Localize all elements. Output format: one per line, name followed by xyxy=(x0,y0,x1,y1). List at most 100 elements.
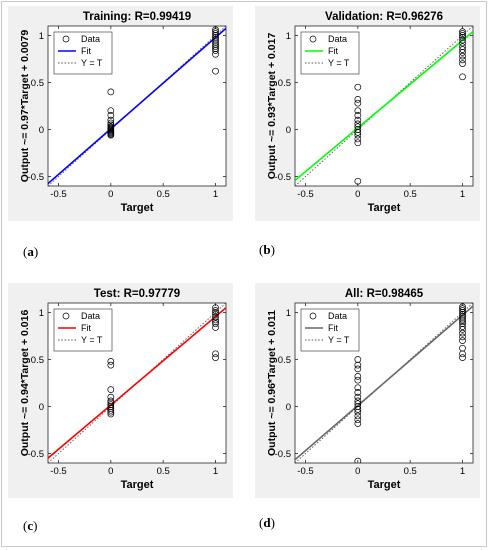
data-point xyxy=(212,39,219,47)
data-point xyxy=(354,126,362,133)
legend-fit-label: Fit xyxy=(81,323,91,333)
x-tick-label: 0 xyxy=(355,466,360,477)
data-point xyxy=(212,309,219,316)
data-point xyxy=(212,32,219,39)
x-tick-label: 1 xyxy=(213,466,218,477)
all-regression-plot: All: R=0.98465 -0.5 0 0.5 1 -0.5 0 0.5 1 Target Ou… xyxy=(255,283,480,498)
data-point xyxy=(354,139,362,147)
data-point xyxy=(212,41,219,49)
legend-fit-label: Fit xyxy=(81,46,91,56)
legend-data-marker xyxy=(309,312,317,320)
data-point xyxy=(107,358,115,365)
data-point xyxy=(354,83,362,91)
data-point xyxy=(212,45,219,52)
y-axis-label: Output ~= 0.94*Target + 0.016 xyxy=(19,310,31,457)
data-point xyxy=(459,333,466,341)
data-point xyxy=(354,400,362,408)
data-point xyxy=(107,121,115,129)
data-point xyxy=(107,406,115,414)
data-point xyxy=(459,33,466,41)
data-point xyxy=(107,393,115,401)
data-point xyxy=(354,135,362,143)
data-point xyxy=(459,305,466,312)
data-point xyxy=(212,307,219,314)
data-point xyxy=(354,131,362,139)
data-point xyxy=(212,26,219,34)
fit-line xyxy=(48,307,226,459)
legend-data-marker xyxy=(62,35,70,43)
x-tick-label: 0 xyxy=(355,189,360,200)
data-point xyxy=(354,457,362,463)
data-point xyxy=(354,373,362,380)
x-axis-label: Target xyxy=(368,202,401,214)
data-point xyxy=(212,350,219,358)
data-point xyxy=(354,356,362,363)
data-point xyxy=(459,43,466,51)
data-point xyxy=(107,116,115,124)
legend-data-marker xyxy=(62,312,70,320)
legend-data-label: Data xyxy=(81,34,100,44)
data-point xyxy=(354,361,362,369)
data-point xyxy=(107,399,115,407)
y-tick-label: 0 xyxy=(39,402,44,413)
x-tick-label: -0.5 xyxy=(50,466,66,477)
data-point xyxy=(459,350,466,358)
data-point xyxy=(459,32,466,39)
data-point xyxy=(212,33,219,41)
data-point xyxy=(107,119,115,127)
test-regression-plot: Test: R=0.97779 -0.5 0 0.5 1 -0.5 0 0.5 1 Target O… xyxy=(8,283,233,498)
data-point xyxy=(459,28,466,35)
data-point xyxy=(459,323,466,330)
y-tick-label: 0 xyxy=(39,125,44,136)
legend-box xyxy=(300,31,360,75)
legend-box xyxy=(300,308,360,352)
legend-fit-label: Fit xyxy=(328,46,338,56)
fit-line xyxy=(295,305,473,461)
data-point xyxy=(354,389,362,396)
validation-regression-plot: Validation: R=0.96276 -0.5 0 0.5 1 -0.5 0 0.5 1 T… xyxy=(255,6,480,221)
data-point xyxy=(459,337,466,344)
y-tick-label: -0.5 xyxy=(28,172,44,183)
data-point xyxy=(459,56,466,64)
data-point xyxy=(459,52,466,60)
training-regression-plot: Training: R=0.99419 -0.5 0 0.5 1 -0.5 0 0.5 1 Tar… xyxy=(8,6,233,221)
y-tick-label: -0.5 xyxy=(275,172,291,183)
y-tick-label: -0.5 xyxy=(28,449,44,460)
plot-svg: All: R=0.98465 -0.5 0 0.5 1 -0.5 0 0.5 1 Target Ou… xyxy=(266,288,474,491)
data-point xyxy=(354,384,362,392)
legend-data-marker xyxy=(309,35,317,43)
plot-content xyxy=(295,303,473,463)
data-point xyxy=(354,107,362,115)
data-point xyxy=(354,406,362,413)
plot-content xyxy=(295,26,473,186)
data-point xyxy=(212,324,219,331)
data-point xyxy=(107,361,115,369)
x-tick-label: 0.5 xyxy=(157,466,170,477)
data-point xyxy=(459,39,466,47)
x-tick-label: -0.5 xyxy=(297,189,313,200)
data-point xyxy=(354,129,362,136)
legend-identity-label: Y = T xyxy=(81,58,103,68)
data-point xyxy=(354,120,362,128)
plot-content xyxy=(48,26,226,186)
data-point xyxy=(212,50,219,58)
chart-title: Test: R=0.97779 xyxy=(94,288,180,300)
legend-data-label: Data xyxy=(328,311,347,321)
data-point xyxy=(212,47,219,54)
y-axis-label: Output ~= 0.97*Target + 0.0079 xyxy=(19,30,31,183)
data-point xyxy=(212,316,219,324)
data-point xyxy=(212,28,219,35)
data-point xyxy=(459,309,466,316)
data-point xyxy=(212,43,219,51)
legend-fit-label: Fit xyxy=(328,323,338,333)
caption-d: (d) xyxy=(259,515,275,530)
data-point xyxy=(459,303,466,311)
x-tick-label: -0.5 xyxy=(50,189,66,200)
data-point xyxy=(107,403,115,410)
x-axis-label: Target xyxy=(121,202,154,214)
x-tick-label: 0.5 xyxy=(404,189,417,200)
data-point xyxy=(354,376,362,384)
data-point xyxy=(354,96,362,103)
data-point xyxy=(354,116,362,124)
